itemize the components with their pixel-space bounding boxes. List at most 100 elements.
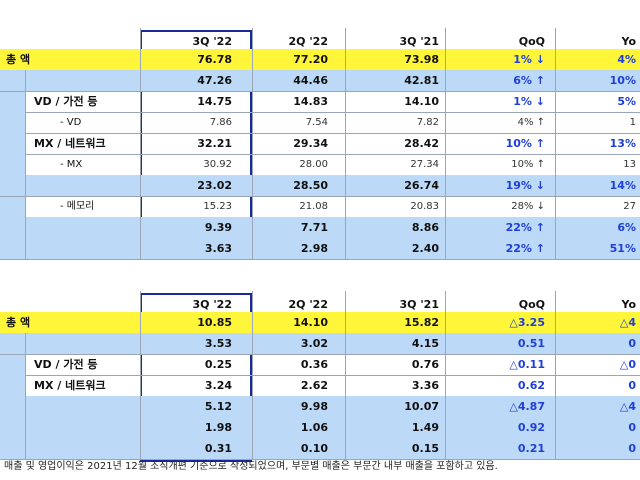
cell-2q22: 14.10 xyxy=(293,316,328,329)
cell-3q21: 73.98 xyxy=(404,53,439,66)
current-quarter-highlight xyxy=(140,293,252,462)
cell-2q22: 7.71 xyxy=(300,221,328,234)
row-divider xyxy=(25,154,640,155)
header-2q22: 2Q '22 xyxy=(288,35,328,48)
cell-2q22: 0.36 xyxy=(300,358,328,371)
cell-3q22: 10.85 xyxy=(197,316,232,329)
segment-row-band xyxy=(0,238,640,259)
row-label: - 메모리 xyxy=(60,201,95,212)
cell-2q22: 1.06 xyxy=(300,421,328,434)
row-divider xyxy=(0,196,640,197)
cell-3q21: 0.15 xyxy=(411,442,439,455)
segment-row-band xyxy=(0,175,640,196)
header-3q22: 3Q '22 xyxy=(192,298,232,311)
cell-3q22: 76.78 xyxy=(197,53,232,66)
row-divider xyxy=(0,354,640,355)
cell-yoy: △4 xyxy=(619,400,636,413)
column-divider xyxy=(555,291,556,459)
cell-3q21: 7.82 xyxy=(416,117,439,128)
header-2q22: 2Q '22 xyxy=(288,298,328,311)
cell-3q22: 23.02 xyxy=(197,179,232,192)
row-label: MX / 네트워크 xyxy=(34,379,106,392)
total-row-highlight xyxy=(0,49,640,70)
cell-3q21: 42.81 xyxy=(404,74,439,87)
header-qoq: QoQ xyxy=(518,298,545,311)
cell-yoy: 0 xyxy=(628,442,636,455)
cell-yoy: 14% xyxy=(609,179,636,192)
cell-3q22: 47.26 xyxy=(197,74,232,87)
cell-3q22: 3.24 xyxy=(204,379,232,392)
segment-row-band xyxy=(0,217,640,238)
cell-qoq: 6% ↑ xyxy=(513,74,545,87)
cell-3q22: 30.92 xyxy=(203,159,232,170)
cell-yoy: △4 xyxy=(619,316,636,329)
row-divider xyxy=(0,91,640,92)
table-row: VD / 가전 등 14.75 14.83 14.10 1% ↓ 5% xyxy=(0,91,640,113)
cell-3q22: 5.12 xyxy=(204,400,232,413)
cell-2q22: 28.50 xyxy=(293,179,328,192)
segment-row-band xyxy=(0,396,640,417)
table-row: - 메모리 15.23 21.08 20.83 28% ↓ 27 xyxy=(0,196,640,218)
row-label: VD / 가전 등 xyxy=(34,358,98,371)
cell-yoy: 1 xyxy=(629,117,636,128)
column-divider xyxy=(555,28,556,259)
cell-qoq: △4.87 xyxy=(509,400,545,413)
header-qoq: QoQ xyxy=(518,35,545,48)
cell-yoy: △0 xyxy=(619,358,636,371)
segment-row-band xyxy=(0,333,640,354)
row-divider xyxy=(25,112,640,113)
column-divider xyxy=(345,28,346,259)
table-row: 총 액 76.78 77.20 73.98 1% ↓ 4% xyxy=(0,49,640,71)
column-divider xyxy=(140,28,141,259)
table-row: 9.39 7.71 8.86 22% ↑ 6% xyxy=(0,217,640,239)
cell-3q21: 26.74 xyxy=(404,179,439,192)
header-3q22: 3Q '22 xyxy=(192,35,232,48)
column-divider xyxy=(345,291,346,459)
cell-yoy: 0 xyxy=(628,379,636,392)
header-yoy: Yo xyxy=(621,35,636,48)
cell-2q22: 29.34 xyxy=(293,137,328,150)
cell-2q22: 28.00 xyxy=(299,159,328,170)
total-row-highlight xyxy=(0,312,640,333)
cell-3q21: 10.07 xyxy=(404,400,439,413)
cell-3q22: 1.98 xyxy=(204,421,232,434)
cell-2q22: 0.10 xyxy=(300,442,328,455)
cell-yoy: 27 xyxy=(623,201,636,212)
row-label: 총 액 xyxy=(6,53,31,66)
cell-yoy: 6% xyxy=(617,221,636,234)
table-row: 0.31 0.10 0.15 0.21 0 xyxy=(0,438,640,460)
column-divider xyxy=(252,28,253,259)
cell-3q21: 0.76 xyxy=(411,358,439,371)
cell-3q21: 27.34 xyxy=(410,159,439,170)
footnote: 매출 및 영업이익은 2021년 12월 조직개편 기준으로 작성되었으며, 부… xyxy=(4,461,498,472)
row-divider xyxy=(0,459,640,460)
table-header-row: 3Q '22 2Q '22 3Q '21 QoQ Yo xyxy=(0,31,640,52)
column-divider xyxy=(25,333,26,459)
cell-3q21: 20.83 xyxy=(410,201,439,212)
cell-qoq: △0.11 xyxy=(509,358,545,371)
table-row: 47.26 44.46 42.81 6% ↑ 10% xyxy=(0,70,640,92)
cell-qoq: 10% ↑ xyxy=(505,137,545,150)
cell-3q22: 3.53 xyxy=(204,337,232,350)
cell-2q22: 14.83 xyxy=(293,95,328,108)
cell-3q21: 3.36 xyxy=(411,379,439,392)
table-row: 3.53 3.02 4.15 0.51 0 xyxy=(0,333,640,355)
header-yoy: Yo xyxy=(621,298,636,311)
cell-3q21: 4.15 xyxy=(411,337,439,350)
cell-qoq: 19% ↓ xyxy=(505,179,545,192)
cell-3q22: 14.75 xyxy=(197,95,232,108)
table-row: 총 액 10.85 14.10 15.82 △3.25 △4 xyxy=(0,312,640,334)
cell-3q22: 15.23 xyxy=(203,201,232,212)
cell-qoq: 0.92 xyxy=(517,421,545,434)
table-row: MX / 네트워크 32.21 29.34 28.42 10% ↑ 13% xyxy=(0,133,640,155)
row-label: VD / 가전 등 xyxy=(34,95,98,108)
cell-qoq: 1% ↓ xyxy=(513,53,545,66)
row-label: - VD xyxy=(60,117,82,128)
column-divider xyxy=(445,291,446,459)
cell-3q21: 15.82 xyxy=(404,316,439,329)
row-label: MX / 네트워크 xyxy=(34,137,106,150)
header-3q21: 3Q '21 xyxy=(399,35,439,48)
segment-row-band xyxy=(0,438,640,459)
row-divider xyxy=(25,133,640,134)
cell-2q22: 9.98 xyxy=(300,400,328,413)
